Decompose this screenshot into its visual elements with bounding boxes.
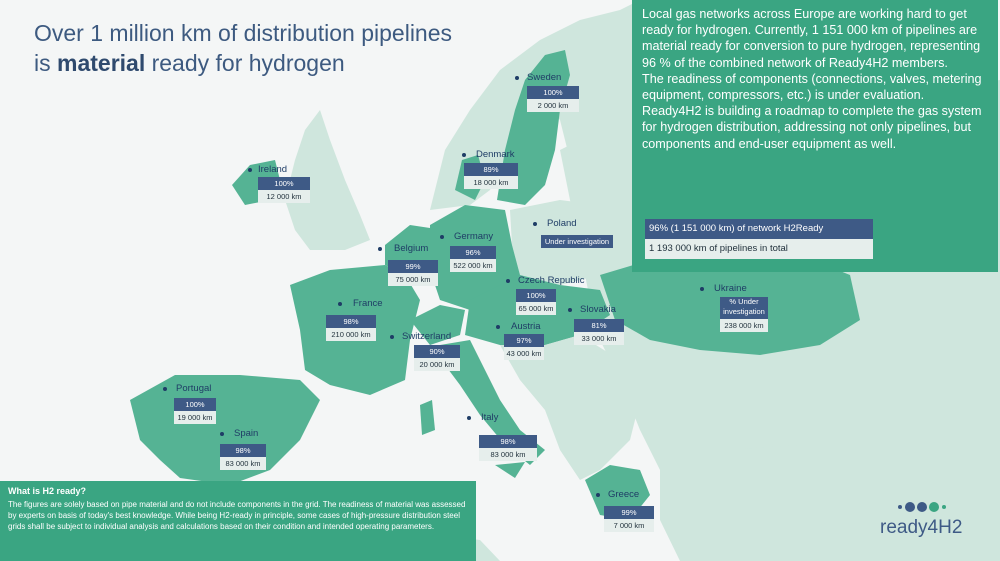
country-km: 2 000 km [527, 99, 579, 112]
marker-dot [533, 222, 537, 226]
info-paragraph-2: The readiness of components (connections… [642, 71, 982, 103]
country-pct: 99% [388, 260, 438, 273]
country-pct: % Under investigation [720, 297, 768, 319]
country-km: 19 000 km [174, 411, 216, 424]
italy-land [440, 340, 545, 465]
marker-dot [440, 235, 444, 239]
marker-dot [338, 302, 342, 306]
country-name: Poland [547, 218, 577, 229]
scandinavia-land [430, 0, 640, 210]
marker-dot [568, 308, 572, 312]
country-name: Slovakia [580, 304, 616, 315]
country-name: France [353, 298, 383, 309]
page-title: Over 1 million km of distribution pipeli… [34, 18, 452, 78]
logo-icon [898, 502, 946, 512]
country-pct: 100% [516, 289, 556, 302]
country-km: 83 000 km [220, 457, 266, 470]
country-name: Greece [608, 489, 640, 500]
country-pct: 96% [450, 246, 496, 259]
marker-dot [515, 76, 519, 80]
sicily-land [495, 462, 525, 478]
country-km: 238 000 km [720, 319, 768, 332]
country-name: Austria [511, 321, 541, 332]
country-km: 75 000 km [388, 273, 438, 286]
country-name: Germany [454, 231, 494, 242]
sardinia-land [420, 400, 435, 435]
logo-text: ready4H2 [880, 517, 963, 538]
marker-dot [390, 335, 394, 339]
country-name: Italy [481, 412, 499, 423]
country-pct: 98% [326, 315, 376, 328]
switzerland-land [410, 305, 465, 345]
marker-dot [506, 279, 510, 283]
country-name: Sweden [527, 72, 562, 83]
country-name: Ireland [258, 164, 288, 175]
country-name: Switzerland [402, 331, 452, 342]
country-km: 18 000 km [464, 176, 518, 189]
country-km: 65 000 km [516, 302, 556, 315]
legend-total: 1 193 000 km of pipelines in total [645, 239, 873, 259]
country-km: 7 000 km [604, 519, 654, 532]
country-pct: 89% [464, 163, 518, 176]
country-km: 20 000 km [414, 358, 460, 371]
country-name: Portugal [176, 383, 212, 394]
country-km: 83 000 km [479, 448, 537, 461]
info-paragraph-3: Ready4H2 is building a roadmap to comple… [642, 104, 982, 151]
country-name: Spain [234, 428, 259, 439]
country-pct: 100% [527, 86, 579, 99]
country-km: 522 000 km [450, 259, 496, 272]
marker-dot [248, 168, 252, 172]
turkey-land [660, 430, 1000, 561]
marker-dot [163, 387, 167, 391]
marker-dot [462, 153, 466, 157]
country-pct: 100% [258, 177, 310, 190]
country-pct: 90% [414, 345, 460, 358]
country-pct: 100% [174, 398, 216, 411]
info-paragraph-1: Local gas networks across Europe are wor… [642, 7, 981, 70]
country-name: Belgium [394, 243, 429, 254]
country-km: 12 000 km [258, 190, 310, 203]
country-km: 43 000 km [504, 347, 544, 360]
ready4h2-logo: ready4H2 [870, 495, 980, 545]
country-pct: 99% [604, 506, 654, 519]
country-pct: Under investigation [541, 235, 613, 248]
title-line-2-post: ready for hydrogen [145, 50, 345, 76]
country-pct: 98% [479, 435, 537, 448]
legend-ready: 96% (1 151 000 km) of network H2Ready [645, 219, 873, 239]
country-km: 33 000 km [574, 332, 624, 345]
title-line-2: is material ready for hydrogen [34, 48, 452, 78]
what-is-h2-ready-box: What is H2 ready? The figures are solely… [0, 481, 476, 561]
country-pct: 97% [504, 334, 544, 347]
country-name: Denmark [476, 149, 515, 160]
marker-dot [700, 287, 704, 291]
marker-dot [467, 416, 471, 420]
marker-dot [496, 325, 500, 329]
title-line-2-pre: is [34, 50, 57, 76]
country-name: Ukraine [714, 283, 747, 294]
country-pct: 81% [574, 319, 624, 332]
country-pct: 98% [220, 444, 266, 457]
marker-dot [220, 432, 224, 436]
title-line-1: Over 1 million km of distribution pipeli… [34, 20, 453, 46]
britain-land [285, 110, 370, 250]
country-name: Czech Republic [518, 275, 585, 286]
balkans-land [500, 335, 640, 480]
title-line-2-bold: material [57, 50, 146, 76]
what-body: The figures are solely based on pipe mat… [8, 500, 466, 531]
marker-dot [596, 493, 600, 497]
marker-dot [378, 247, 382, 251]
what-title: What is H2 ready? [8, 486, 87, 496]
country-km: 210 000 km [326, 328, 376, 341]
